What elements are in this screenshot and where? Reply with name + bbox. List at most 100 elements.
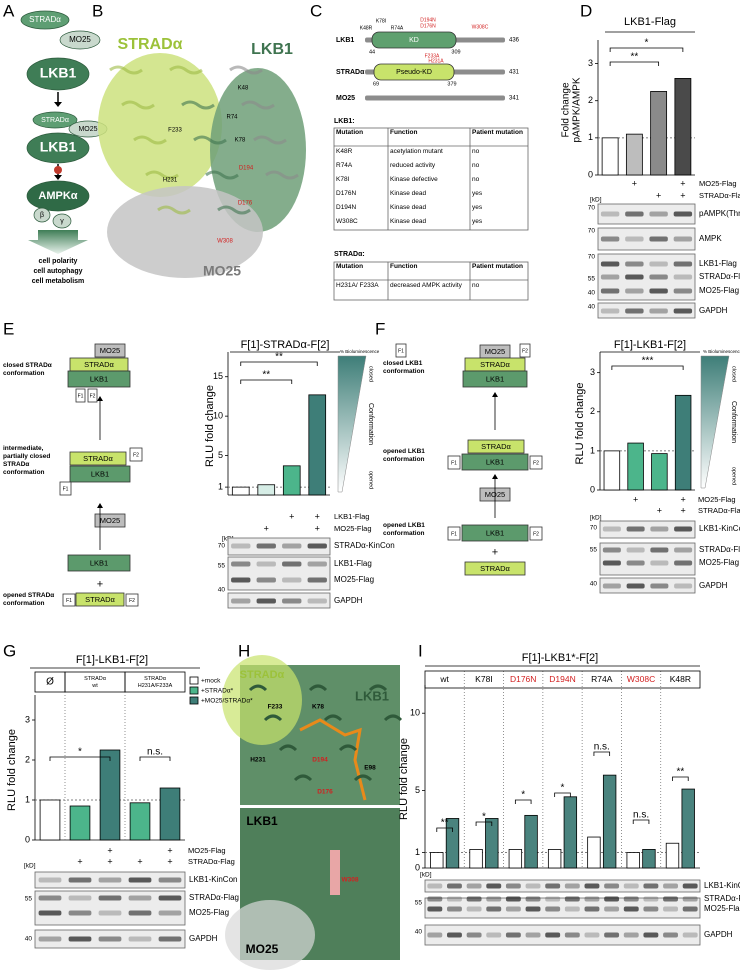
structure-label: LKB1 bbox=[251, 41, 293, 58]
condition-mark: + bbox=[657, 505, 662, 515]
blot-band bbox=[231, 598, 251, 604]
structure-label: H231 bbox=[250, 757, 266, 764]
bar bbox=[69, 805, 91, 841]
outcome-label: cell metabolism bbox=[32, 278, 85, 285]
conformation-caption: opened STRADα conformation bbox=[3, 592, 55, 607]
group-label: wt bbox=[91, 683, 98, 689]
domain-box bbox=[461, 524, 529, 542]
panel-letter: D bbox=[580, 1, 592, 20]
box-label: MO25 bbox=[100, 516, 120, 525]
protein-name: STRADα bbox=[336, 69, 365, 76]
blot-band bbox=[68, 877, 92, 883]
table-cell: no bbox=[472, 176, 480, 183]
blot-band bbox=[600, 211, 620, 217]
blot-label: GAPDH bbox=[189, 934, 218, 943]
domain-box bbox=[69, 451, 127, 466]
legend-swatch bbox=[189, 676, 199, 685]
blot-label: STRADα-Flag bbox=[704, 894, 740, 903]
blot-image bbox=[227, 592, 331, 609]
blot-band bbox=[231, 577, 251, 583]
node-label: AMPKα bbox=[38, 190, 77, 202]
y-tick-label: 2 bbox=[588, 95, 593, 105]
panel-letter: E bbox=[3, 319, 14, 338]
box-label: F2 bbox=[90, 393, 96, 399]
box-label: STRADα bbox=[85, 595, 115, 604]
condition-label: STRADα-Flag bbox=[699, 191, 740, 200]
outcome-label: cell autophagy bbox=[33, 268, 82, 275]
significance-bracket bbox=[611, 365, 684, 370]
blot-label: STRADα-Flag bbox=[699, 272, 740, 281]
bar bbox=[627, 442, 644, 491]
significance-bracket bbox=[139, 756, 171, 761]
conformation-caption: closed STRADα conformation bbox=[3, 362, 52, 377]
mutation-label: W308C bbox=[472, 24, 489, 30]
table-cell: yes bbox=[472, 190, 483, 197]
blot-band bbox=[650, 547, 669, 553]
domain-start: 44 bbox=[369, 49, 375, 55]
table-header: Function bbox=[390, 263, 418, 270]
blot-band bbox=[447, 896, 462, 902]
domain-box bbox=[129, 447, 143, 462]
blot-label: GAPDH bbox=[699, 581, 728, 590]
blot-band bbox=[602, 560, 621, 566]
condition-label: MO25-Flag bbox=[698, 495, 736, 504]
domain-label: Pseudo-KD bbox=[396, 69, 432, 76]
text-frame: yes bbox=[472, 204, 482, 211]
outcome-arrow bbox=[28, 230, 88, 254]
significance-label: * bbox=[78, 747, 82, 758]
table-cell: Kinase dead bbox=[390, 190, 427, 197]
domain-box bbox=[94, 343, 126, 358]
helix bbox=[368, 684, 388, 692]
significance-label: ** bbox=[275, 352, 283, 363]
panel-letter: C bbox=[310, 1, 322, 20]
domain bbox=[373, 63, 455, 81]
blot-band bbox=[427, 883, 443, 889]
bar bbox=[563, 796, 578, 869]
ligand bbox=[299, 718, 367, 801]
domain-box bbox=[467, 439, 525, 454]
lkb1-structure bbox=[210, 68, 306, 232]
blot-band bbox=[584, 883, 600, 889]
table-header: Patient mutation bbox=[472, 129, 523, 136]
text-frame: Kinase dead bbox=[390, 204, 426, 211]
blot-band bbox=[231, 561, 251, 567]
y-tick-label: 5 bbox=[218, 450, 223, 460]
blot-band bbox=[505, 883, 521, 889]
box-label: F2 bbox=[133, 452, 139, 458]
significance-label: ** bbox=[441, 818, 449, 829]
significance-bracket bbox=[49, 756, 111, 761]
structure-label: STRADα bbox=[240, 669, 285, 681]
helix bbox=[265, 170, 299, 180]
helix bbox=[145, 170, 179, 180]
box-label: MO25 bbox=[100, 346, 120, 355]
structure-label: K48 bbox=[238, 86, 249, 92]
condition-mark: + bbox=[680, 494, 685, 504]
blot-band bbox=[505, 896, 521, 902]
panel-letter: A bbox=[3, 1, 15, 20]
blot-band bbox=[486, 896, 502, 902]
blot-band bbox=[486, 932, 502, 938]
helix bbox=[253, 135, 287, 145]
text-frame: Kinase defective bbox=[390, 176, 438, 183]
blot-band bbox=[626, 583, 645, 589]
structure-label: W308 bbox=[342, 877, 359, 884]
y-tick-label: 1 bbox=[218, 481, 223, 491]
blot-band bbox=[625, 274, 644, 280]
blot-band bbox=[98, 936, 122, 942]
condition-label: STRADα-Flag bbox=[698, 506, 740, 515]
outcome-label: cell polarity bbox=[39, 258, 78, 265]
conformation-caption: closed LKB1 conformation bbox=[383, 360, 425, 375]
blot-band bbox=[128, 877, 152, 883]
blot-label: GAPDH bbox=[699, 306, 728, 315]
blot-label: LKB1-Flag bbox=[334, 559, 372, 568]
text-frame: no bbox=[472, 176, 480, 183]
protein-node bbox=[52, 213, 72, 229]
blot-band bbox=[447, 932, 462, 938]
domain-box bbox=[94, 513, 126, 528]
condition-mark: + bbox=[77, 856, 82, 866]
blot-image bbox=[599, 520, 696, 539]
blot-band bbox=[649, 274, 668, 280]
blot-band bbox=[307, 561, 327, 567]
category-label: D176N bbox=[510, 674, 536, 684]
